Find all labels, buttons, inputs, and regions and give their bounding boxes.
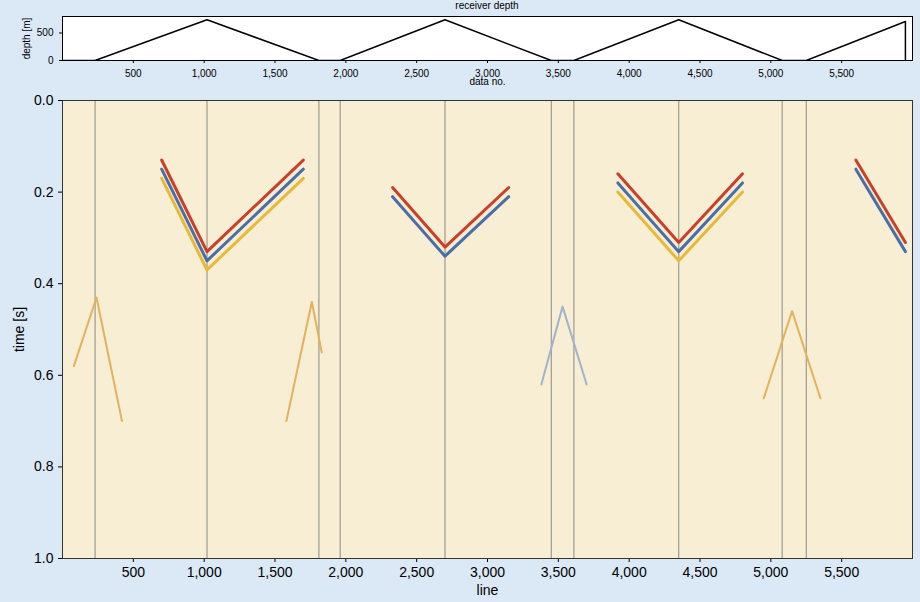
svg-text:0.6: 0.6 [34,367,54,383]
svg-text:data no.: data no. [469,76,505,87]
svg-text:5,500: 5,500 [824,564,859,580]
svg-text:5,000: 5,000 [753,564,788,580]
svg-text:4,000: 4,000 [612,564,647,580]
svg-text:4,500: 4,500 [682,564,717,580]
svg-text:3,000: 3,000 [470,564,505,580]
svg-text:0.0: 0.0 [34,92,54,108]
svg-text:0.4: 0.4 [34,275,54,291]
svg-text:time [s]: time [s] [11,307,27,352]
svg-text:4,500: 4,500 [687,68,712,79]
svg-text:0: 0 [48,55,54,66]
svg-text:2,500: 2,500 [404,68,429,79]
svg-text:0.2: 0.2 [34,184,54,200]
svg-text:3,500: 3,500 [546,68,571,79]
svg-text:5,000: 5,000 [758,68,783,79]
svg-text:1,500: 1,500 [257,564,292,580]
svg-text:2,000: 2,000 [328,564,363,580]
svg-text:1,000: 1,000 [187,564,222,580]
svg-text:500: 500 [125,68,142,79]
svg-text:2,500: 2,500 [399,564,434,580]
svg-text:2,000: 2,000 [333,68,358,79]
svg-text:5,500: 5,500 [829,68,854,79]
svg-text:500: 500 [37,27,54,38]
svg-text:3,500: 3,500 [541,564,576,580]
svg-text:1,000: 1,000 [192,68,217,79]
html-text:receiver depth: receiver depth [455,0,519,11]
svg-text:1.0: 1.0 [34,550,54,566]
svg-text:0.8: 0.8 [34,458,54,474]
svg-text:line: line [477,582,499,598]
svg-text:1,500: 1,500 [262,68,287,79]
svg-text:depth [m]: depth [m] [21,17,32,59]
svg-text:4,000: 4,000 [617,68,642,79]
svg-text:500: 500 [122,564,146,580]
svg-text:3,000: 3,000 [475,67,500,79]
